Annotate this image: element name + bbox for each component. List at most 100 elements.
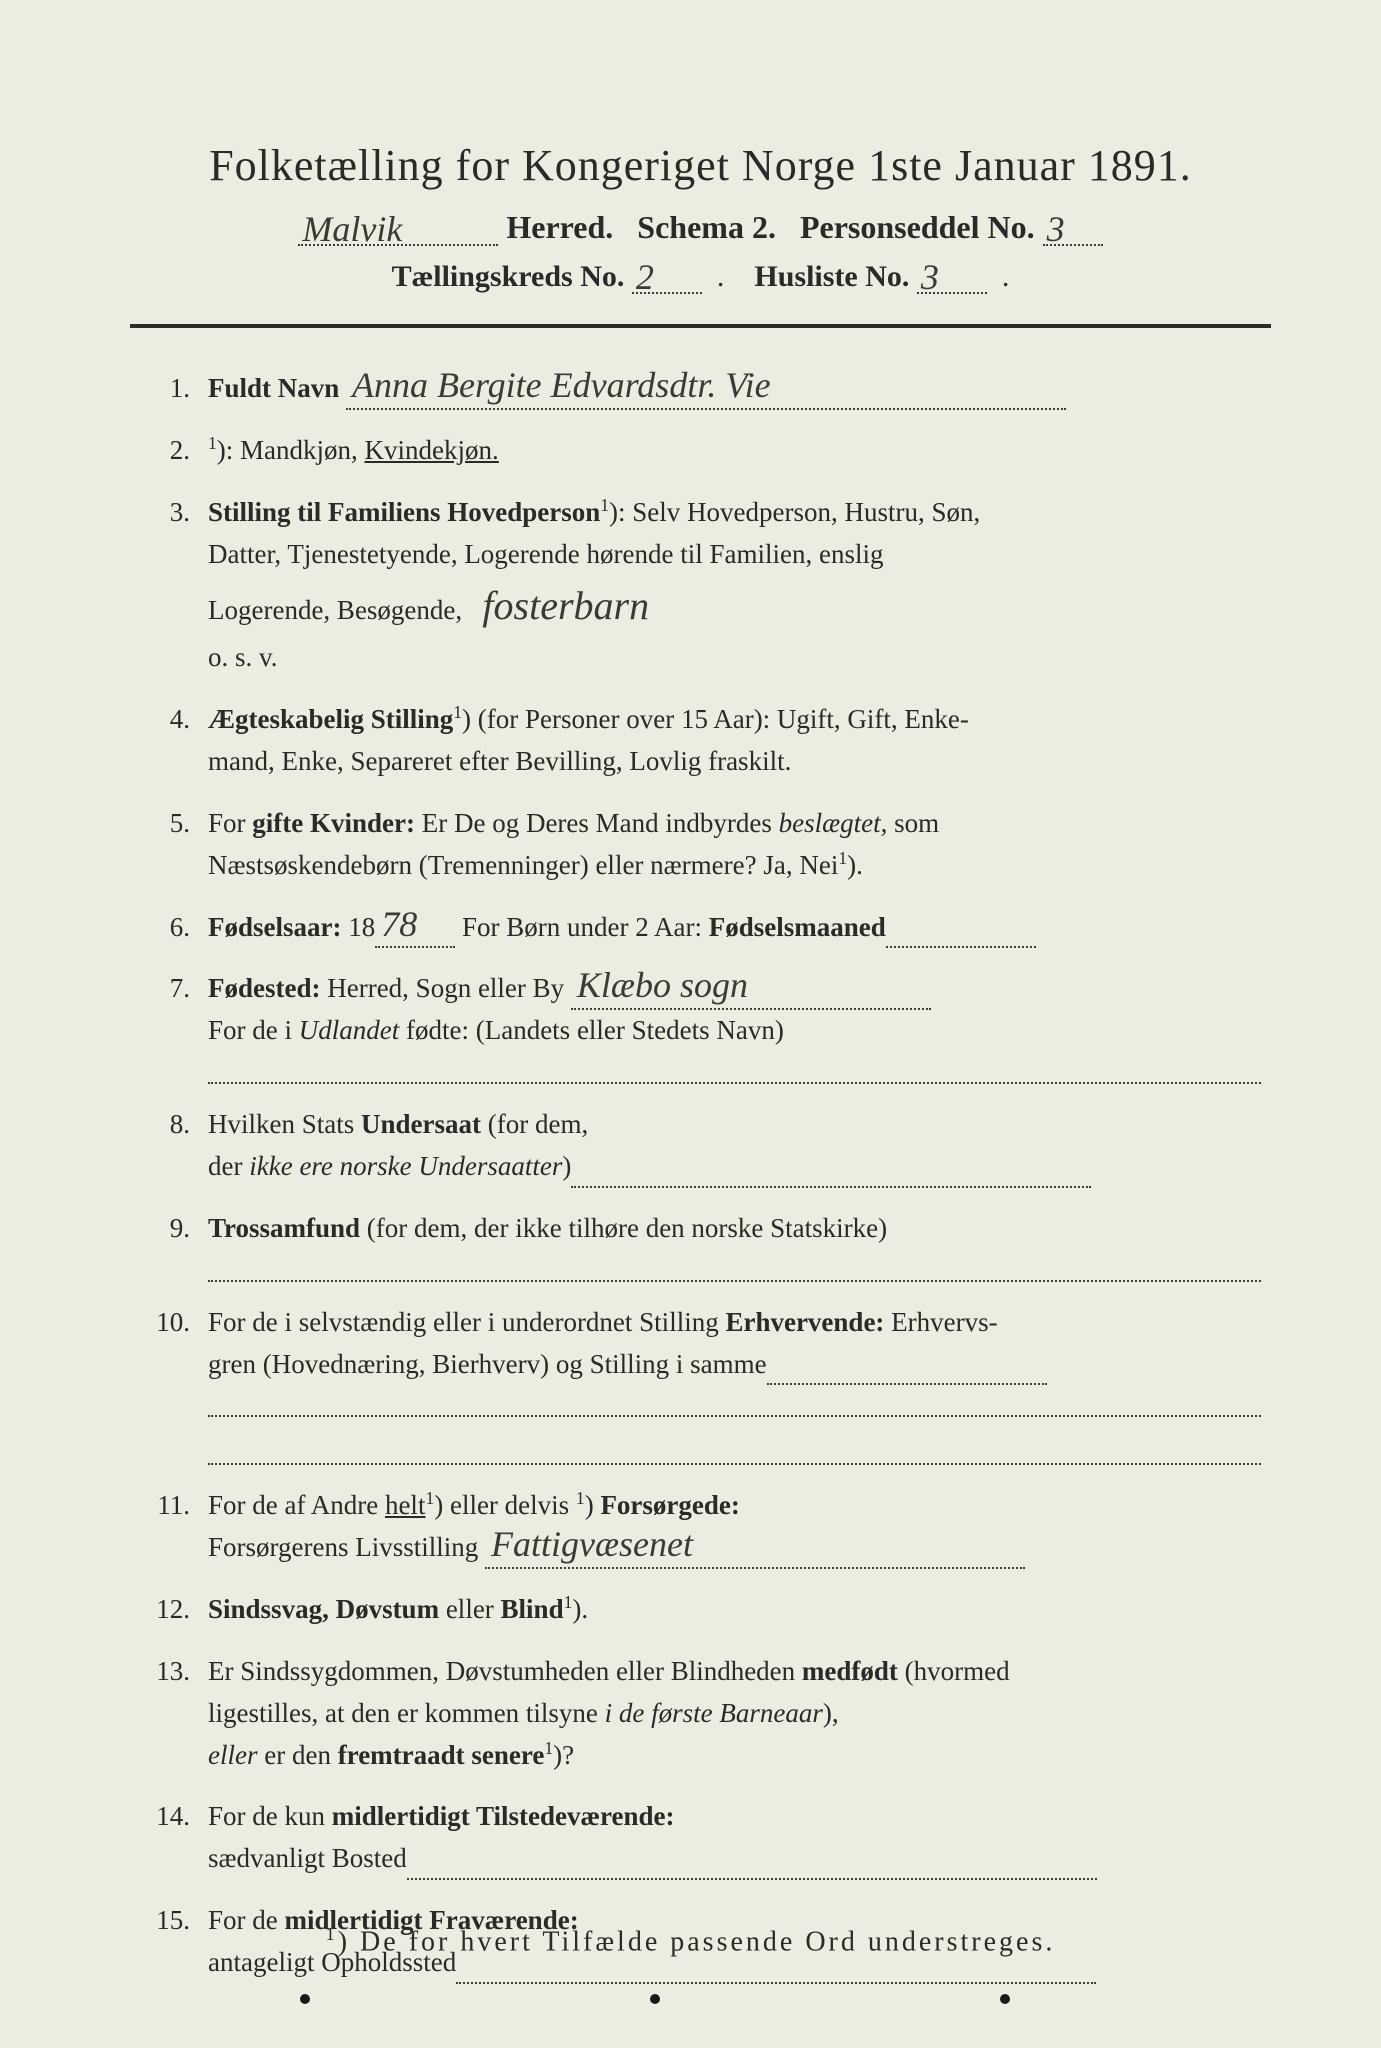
label: Sindssvag, Døvstum — [208, 1594, 439, 1624]
dot-icon — [1000, 1994, 1010, 2004]
footnote: 1) De for hvert Tilfælde passende Ord un… — [0, 1924, 1381, 1958]
line2: gren (Hovednæring, Bierhverv) og Stillin… — [208, 1344, 1261, 1386]
text: ): Selv Hovedperson, Hustru, Søn, — [609, 497, 980, 527]
items-list: 1. Fuldt Navn Anna Bergite Edvardsdtr. V… — [130, 368, 1271, 1984]
sup2: 1 — [576, 1488, 585, 1508]
item-num: 2. — [150, 430, 208, 472]
item-5: 5. For gifte Kvinder: Er De og Deres Man… — [150, 803, 1261, 887]
punch-dots — [300, 1994, 1010, 2004]
item-num: 10. — [150, 1302, 208, 1466]
hw: Fattigvæsenet — [491, 1517, 693, 1573]
blank: Fattigvæsenet — [485, 1545, 1025, 1569]
u: helt — [385, 1490, 426, 1520]
sup: 1 — [544, 1738, 553, 1758]
item-10: 10. For de i selvstændig eller i underor… — [150, 1302, 1261, 1466]
mid: eller — [439, 1594, 500, 1624]
main-title: Folketælling for Kongeriget Norge 1ste J… — [130, 140, 1271, 191]
line2a: Næstsøskendebørn (Tremenninger) eller næ… — [208, 850, 838, 880]
a: Er Sindssygdommen, Døvstumheden eller Bl… — [208, 1656, 802, 1686]
line2: mand, Enke, Separeret efter Bevilling, L… — [208, 741, 1261, 783]
place-hw: Klæbo sogn — [577, 958, 748, 1014]
c: (hvormed — [898, 1656, 1010, 1686]
yr-prefix: 18 — [341, 912, 375, 942]
label: Fødselsaar: — [208, 912, 341, 942]
item-9: 9. Trossamfund (for dem, der ikke tilhør… — [150, 1208, 1261, 1282]
dotted-line — [208, 1058, 1261, 1084]
item-body: Fødselsaar: 1878 For Børn under 2 Aar: F… — [208, 907, 1261, 949]
b: midlertidigt Tilstedeværende: — [332, 1801, 675, 1831]
line2txt: sædvanligt Bosted — [208, 1843, 407, 1873]
sup: 1 — [425, 1488, 434, 1508]
husliste-no: 3 — [921, 256, 939, 298]
sup: 1 — [838, 848, 847, 868]
ital: Udlandet — [299, 1015, 400, 1045]
herred-blank: Malvik — [298, 216, 498, 246]
line3: Logerende, Besøgende, fosterbarn — [208, 575, 1261, 637]
c: ) — [585, 1490, 601, 1520]
item-num: 8. — [150, 1104, 208, 1188]
line2a: For de i — [208, 1015, 299, 1045]
c: (for dem, — [481, 1109, 588, 1139]
line3a: eller — [208, 1740, 257, 1770]
a: For de af Andre — [208, 1490, 385, 1520]
item-1: 1. Fuldt Navn Anna Bergite Edvardsdtr. V… — [150, 368, 1261, 410]
a: Hvilken Stats — [208, 1109, 361, 1139]
label: Fødested: — [208, 973, 320, 1003]
item-body: Er Sindssygdommen, Døvstumheden eller Bl… — [208, 1651, 1261, 1777]
item-body: For de i selvstændig eller i underordnet… — [208, 1302, 1261, 1466]
line2: der ikke ere norske Undersaatter) — [208, 1146, 1261, 1188]
item-num: 6. — [150, 907, 208, 949]
item-body: Ægteskabelig Stilling1) (for Personer ov… — [208, 699, 1261, 783]
item-body: Fødested: Herred, Sogn eller By Klæbo so… — [208, 968, 1261, 1084]
c: Erhvervs- — [884, 1307, 997, 1337]
blank — [767, 1361, 1047, 1385]
sup: 1 — [208, 433, 217, 453]
personseddel-label: Personseddel No. — [800, 209, 1035, 245]
item-4: 4. Ægteskabelig Stilling1) (for Personer… — [150, 699, 1261, 783]
item-num: 3. — [150, 492, 208, 680]
husliste-blank: 3 — [917, 264, 987, 294]
item-7: 7. Fødested: Herred, Sogn eller By Klæbo… — [150, 968, 1261, 1084]
text: ) (for Personer over 15 Aar): Ugift, Gif… — [462, 704, 969, 734]
line2: Datter, Tjenestetyende, Logerende hørend… — [208, 534, 1261, 576]
label2: Blind — [501, 1594, 564, 1624]
item-num: 5. — [150, 803, 208, 887]
place-blank: Klæbo sogn — [571, 986, 931, 1010]
line3: eller er den fremtraadt senere1)? — [208, 1735, 1261, 1777]
item-2: 2. 1): Mandkjøn, Kvindekjøn. — [150, 430, 1261, 472]
item-body: 1): Mandkjøn, Kvindekjøn. — [208, 430, 1261, 472]
schema-label: Schema 2. — [637, 209, 776, 245]
line2b: ), — [823, 1698, 839, 1728]
item-num: 12. — [150, 1589, 208, 1631]
item-num: 4. — [150, 699, 208, 783]
personseddel-blank: 3 — [1043, 216, 1103, 246]
d: Forsørgede: — [600, 1490, 739, 1520]
after: For Børn under 2 Aar: — [455, 912, 708, 942]
label: Stilling til Familiens Hovedperson — [208, 497, 600, 527]
line3b: er den — [257, 1740, 337, 1770]
fn-text: ) De for hvert Tilfælde passende Ord und… — [338, 1926, 1056, 1957]
after: (for dem, der ikke tilhøre den norske St… — [360, 1213, 887, 1243]
line2b: fødte: (Landets eller Stedets Navn) — [399, 1015, 784, 1045]
sup: 1 — [453, 702, 462, 722]
label: gifte Kvinder: — [252, 808, 415, 838]
dotted-line — [208, 1256, 1261, 1282]
line2txt: gren (Hovednæring, Bierhverv) og Stillin… — [208, 1349, 767, 1379]
sub-line-1: Malvik Herred. Schema 2. Personseddel No… — [130, 209, 1271, 246]
item-body: For de af Andre helt1) eller delvis 1) F… — [208, 1485, 1261, 1569]
item-body: Fuldt Navn Anna Bergite Edvardsdtr. Vie — [208, 368, 1261, 410]
item-num: 7. — [150, 968, 208, 1084]
item-body: Hvilken Stats Undersaat (for dem, der ik… — [208, 1104, 1261, 1188]
sub-line-2: Tællingskreds No. 2 . Husliste No. 3 . — [130, 260, 1271, 294]
item-body: For de kun midlertidigt Tilstedeværende:… — [208, 1796, 1261, 1880]
label2: Fødselsmaaned — [709, 912, 886, 942]
ital: i de første Barneaar — [605, 1698, 823, 1728]
label: Ægteskabelig Stilling — [208, 704, 453, 734]
blank — [571, 1164, 1091, 1188]
b: medfødt — [802, 1656, 898, 1686]
line2: ligestilles, at den er kommen tilsyne i … — [208, 1693, 1261, 1735]
dotted-line-2 — [208, 1439, 1261, 1465]
blank — [407, 1856, 1097, 1880]
line2: Næstsøskendebørn (Tremenninger) eller næ… — [208, 845, 1261, 887]
dotted-line — [208, 1391, 1261, 1417]
